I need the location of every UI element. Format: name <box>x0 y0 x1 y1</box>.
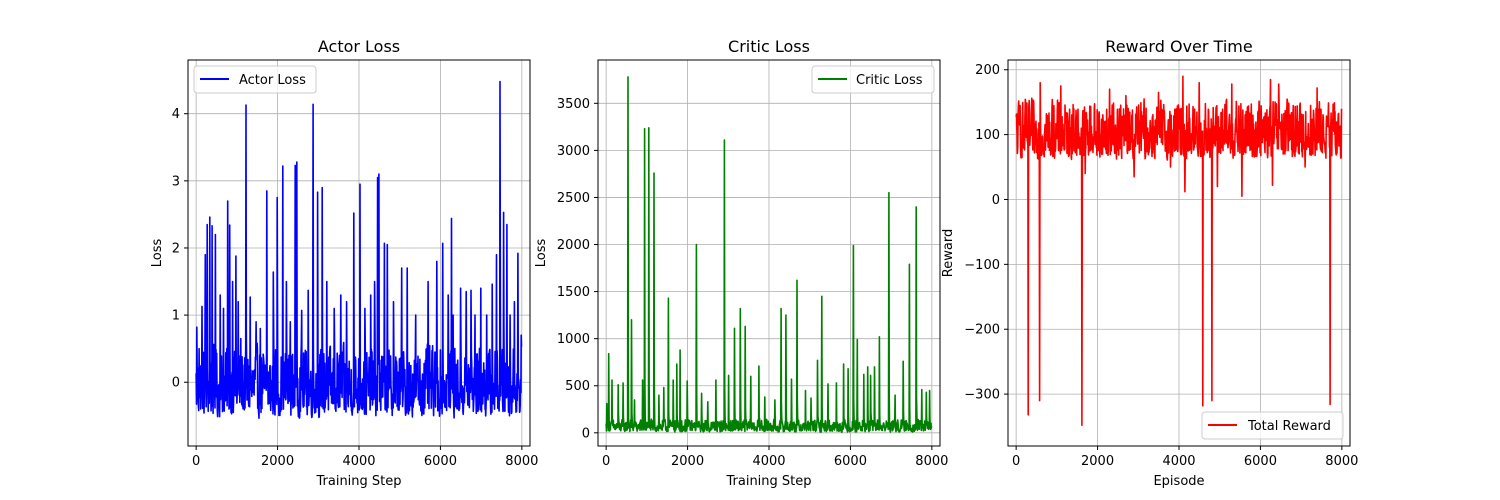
reward-x-tick-label: 8000 <box>1325 454 1358 469</box>
reward-legend-box <box>1201 411 1344 440</box>
reward-y-tick-label: −100 <box>964 258 1000 273</box>
reward-legend: Total Reward <box>1201 411 1344 440</box>
actor-loss-y-tick-label: 2 <box>172 241 180 256</box>
actor-loss-xlabel: Training Step <box>315 474 401 489</box>
reward-y-tick-label: 100 <box>975 128 1000 143</box>
critic-loss-ylabel: Loss <box>534 239 549 268</box>
actor-loss-y-tick-label: 3 <box>172 174 180 189</box>
critic-loss-y-tick-label: 1000 <box>557 332 590 347</box>
critic-loss-xlabel: Training Step <box>725 474 811 489</box>
reward-series-line <box>1015 75 1343 427</box>
actor-loss-x-tick-label: 6000 <box>424 454 457 469</box>
actor-loss-line-series <box>195 80 523 420</box>
reward-y-tick-label: 0 <box>992 193 1000 208</box>
critic-loss-axes: 0 2000 4000 6000 8000 0 500 1000 1500 2000 2500 300… <box>557 59 948 469</box>
reward-legend-label: Total Reward <box>1247 419 1331 434</box>
critic-loss-y-tick-label: 3500 <box>557 97 590 112</box>
critic-loss-y-tick-label: 500 <box>565 379 590 394</box>
actor-loss-legend: Actor Loss <box>193 65 317 94</box>
actor-loss-panel: 0 2000 4000 6000 8000 0 1 2 3 4 Actor Loss Traini… <box>150 37 538 489</box>
reward-y-tick-label: −200 <box>964 323 1000 338</box>
critic-loss-y-tick-label: 1500 <box>557 285 590 300</box>
critic-loss-y-tick-label: 2500 <box>557 191 590 206</box>
actor-loss-title: Actor Loss <box>318 37 400 56</box>
critic-loss-legend: Critic Loss <box>811 65 935 94</box>
critic-loss-x-tick-label: 4000 <box>752 454 785 469</box>
critic-loss-x-tick-label: 2000 <box>671 454 704 469</box>
critic-loss-title: Critic Loss <box>728 37 810 56</box>
reward-panel: 0 2000 4000 6000 8000 200 100 0 −100 −200 −300 Rew… <box>941 37 1358 489</box>
actor-loss-x-tick-label: 0 <box>192 454 200 469</box>
actor-loss-ylabel: Loss <box>150 239 165 268</box>
reward-xlabel: Episode <box>1153 474 1204 489</box>
critic-loss-y-tick-label: 2000 <box>557 238 590 253</box>
reward-y-tick-label: −300 <box>964 388 1000 403</box>
reward-x-tick-label: 6000 <box>1244 454 1277 469</box>
critic-loss-y-tick-label: 0 <box>582 426 590 441</box>
critic-loss-line-series <box>605 76 933 433</box>
actor-loss-y-tick-label: 1 <box>172 309 180 324</box>
actor-loss-legend-label: Actor Loss <box>239 73 306 88</box>
critic-loss-series-line <box>605 76 933 433</box>
actor-loss-y-tick-label: 4 <box>172 107 180 122</box>
critic-loss-x-tick-label: 6000 <box>834 454 867 469</box>
reward-axes: 0 2000 4000 6000 8000 200 100 0 −100 −200 −300 <box>964 59 1358 469</box>
actor-loss-axes: 0 2000 4000 6000 8000 0 1 2 3 4 <box>172 59 538 469</box>
critic-loss-x-tick-label: 0 <box>602 454 610 469</box>
critic-loss-y-tick-label: 3000 <box>557 144 590 159</box>
reward-x-tick-label: 2000 <box>1081 454 1114 469</box>
critic-loss-grid <box>598 60 940 446</box>
critic-loss-legend-label: Critic Loss <box>856 73 923 88</box>
actor-loss-y-tick-label: 0 <box>172 376 180 391</box>
reward-ylabel: Reward <box>941 229 956 277</box>
reward-y-tick-label: 200 <box>975 63 1000 78</box>
actor-loss-series-line <box>195 80 523 420</box>
reward-line-series <box>1015 75 1343 427</box>
actor-loss-x-tick-label: 4000 <box>342 454 375 469</box>
reward-title: Reward Over Time <box>1105 37 1252 56</box>
actor-loss-x-tick-label: 2000 <box>261 454 294 469</box>
reward-x-tick-label: 4000 <box>1162 454 1195 469</box>
critic-loss-legend-box <box>811 65 935 94</box>
critic-loss-panel: 0 2000 4000 6000 8000 0 500 1000 1500 2000 2500 300… <box>534 37 948 489</box>
actor-loss-x-tick-label: 8000 <box>505 454 538 469</box>
critic-loss-x-tick-label: 8000 <box>915 454 948 469</box>
actor-loss-legend-box <box>193 65 317 94</box>
reward-x-tick-label: 0 <box>1012 454 1020 469</box>
